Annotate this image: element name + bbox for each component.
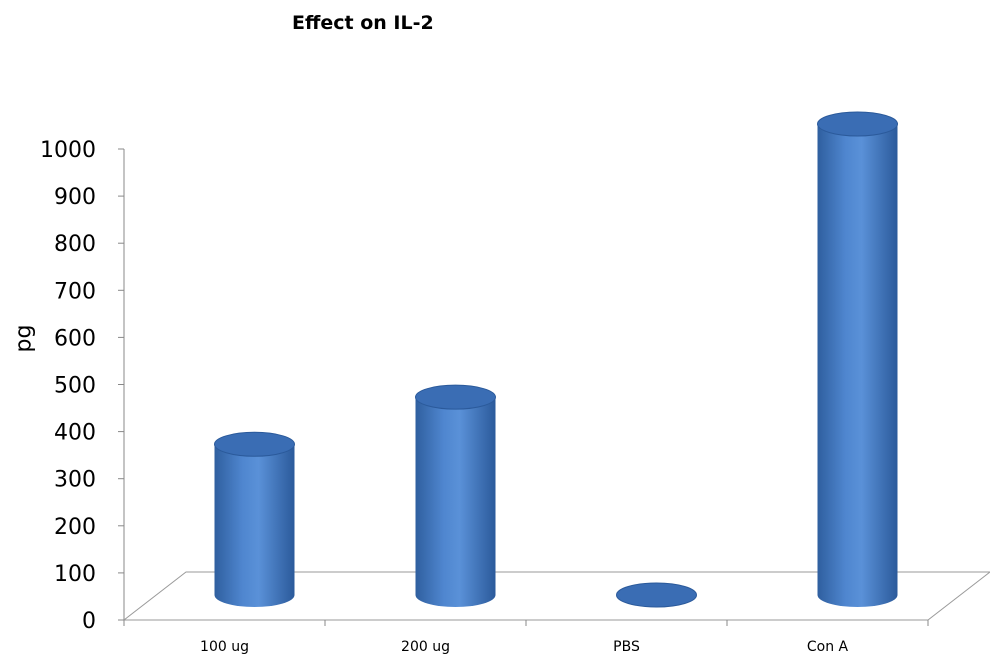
- bar: [817, 111, 898, 607]
- bar-top: [616, 582, 697, 608]
- y-tick-label: 500: [54, 374, 96, 399]
- bars: [214, 111, 898, 608]
- y-tick-label: 200: [54, 515, 96, 540]
- y-tick-label: 300: [54, 468, 96, 493]
- x-tick-label: 100 ug: [200, 639, 249, 655]
- bar: [616, 582, 697, 608]
- x-tick-label: Con A: [807, 639, 849, 655]
- axes: [118, 148, 990, 626]
- y-tick-label: 400: [54, 421, 96, 446]
- bar-body: [214, 444, 295, 607]
- chart-title: Effect on IL-2: [292, 12, 434, 34]
- bar-body: [817, 124, 898, 607]
- y-tick-label: 1000: [40, 138, 96, 163]
- y-tick-label: 600: [54, 326, 96, 351]
- bar-body: [415, 397, 496, 607]
- x-tick-label: 200 ug: [401, 639, 450, 655]
- y-tick-label: 100: [54, 562, 96, 587]
- y-tick-label: 900: [54, 185, 96, 210]
- x-tick-label: PBS: [613, 639, 640, 655]
- bar: [214, 431, 295, 607]
- floor: [122, 571, 990, 621]
- y-tick-label: 700: [54, 279, 96, 304]
- y-tick-label: 0: [82, 609, 96, 634]
- bar: [415, 384, 496, 607]
- bar-top: [415, 384, 496, 410]
- tick-labels: 0 100 200 300 400 500 600 700 800 900 1000 100 ug 20…: [40, 138, 849, 655]
- bar-top: [817, 111, 898, 137]
- y-tick-label: 800: [54, 232, 96, 257]
- bar-top: [214, 431, 295, 457]
